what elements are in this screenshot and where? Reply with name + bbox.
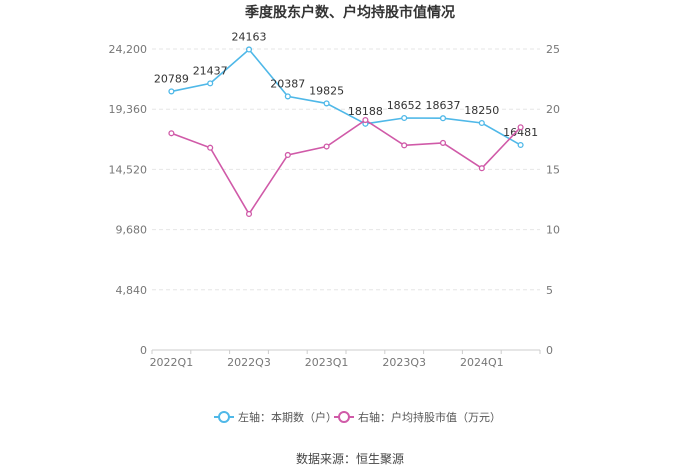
data-point bbox=[323, 100, 330, 107]
right-tick-label: 25 bbox=[546, 43, 560, 56]
left-tick-label: 24,200 bbox=[109, 43, 148, 56]
data-label: 20789 bbox=[154, 72, 189, 85]
legend[interactable]: 左轴：本期数（户） 右轴：户均持股市值（万元） bbox=[214, 410, 501, 424]
data-point bbox=[362, 116, 369, 124]
data-point bbox=[207, 144, 214, 151]
data-point bbox=[284, 151, 291, 159]
data-point bbox=[323, 143, 330, 150]
x-tick-label: 2023Q1 bbox=[305, 356, 349, 369]
left-tick-label: 0 bbox=[140, 344, 147, 357]
legend-item-1[interactable]: 左轴：本期数（户） bbox=[214, 410, 337, 424]
left-tick-label: 19,360 bbox=[109, 103, 148, 116]
series-line-2 bbox=[171, 119, 522, 216]
data-point bbox=[207, 80, 214, 87]
legend-label: 左轴：本期数（户） bbox=[238, 410, 337, 424]
data-point bbox=[401, 142, 408, 149]
legend-label: 右轴：户均持股市值（万元） bbox=[358, 410, 501, 424]
data-point bbox=[478, 165, 485, 172]
data-label: 18250 bbox=[464, 104, 499, 117]
chart-title: 季度股东户数、户均持股市值情况 bbox=[244, 4, 455, 21]
data-point bbox=[401, 114, 408, 122]
legend-swatch-marker bbox=[218, 411, 230, 423]
data-label: 21437 bbox=[193, 64, 228, 77]
data-point bbox=[168, 130, 175, 137]
data-point bbox=[439, 115, 447, 122]
data-point bbox=[517, 141, 524, 149]
right-tick-label: 0 bbox=[546, 344, 553, 357]
right-tick-label: 20 bbox=[546, 103, 560, 116]
data-point bbox=[245, 210, 253, 217]
data-point bbox=[517, 124, 524, 131]
data-label: 24163 bbox=[232, 30, 267, 43]
x-tick-label: 2023Q3 bbox=[382, 356, 426, 369]
legend-item-2[interactable]: 右轴：户均持股市值（万元） bbox=[334, 410, 501, 424]
left-tick-label: 14,520 bbox=[109, 163, 148, 176]
data-label: 18652 bbox=[387, 99, 422, 112]
data-point bbox=[439, 139, 447, 146]
left-tick-label: 4,840 bbox=[116, 284, 148, 297]
data-label: 18188 bbox=[348, 105, 383, 118]
data-label: 18637 bbox=[426, 99, 461, 112]
series-layer: 20789 21437 24163 20387 19825 18188 18652 18637… bbox=[154, 30, 538, 217]
right-tick-label: 15 bbox=[546, 163, 560, 176]
source-note: 数据来源：恒生聚源 bbox=[296, 451, 404, 466]
data-label: 19825 bbox=[309, 84, 344, 97]
data-point bbox=[245, 46, 253, 53]
right-tick-label: 10 bbox=[546, 224, 560, 237]
grid bbox=[152, 48, 540, 351]
right-tick-label: 5 bbox=[546, 284, 553, 297]
data-point bbox=[168, 88, 175, 95]
legend-swatch-marker bbox=[338, 411, 350, 423]
right-axis: 0 5 10 15 20 25 bbox=[546, 43, 560, 357]
left-axis: 0 4,840 9,680 14,520 19,360 24,200 bbox=[109, 43, 148, 357]
left-tick-label: 9,680 bbox=[116, 224, 148, 237]
series-line-1 bbox=[171, 48, 521, 146]
x-tick-label: 2022Q3 bbox=[227, 356, 271, 369]
x-axis: 2022Q1 2022Q3 2023Q1 2023Q3 2024Q1 bbox=[150, 350, 541, 369]
x-tick-label: 2024Q1 bbox=[460, 356, 504, 369]
data-point bbox=[478, 119, 485, 127]
data-label: 20387 bbox=[270, 77, 305, 90]
data-point bbox=[284, 93, 291, 100]
x-tick-label: 2022Q1 bbox=[150, 356, 194, 369]
